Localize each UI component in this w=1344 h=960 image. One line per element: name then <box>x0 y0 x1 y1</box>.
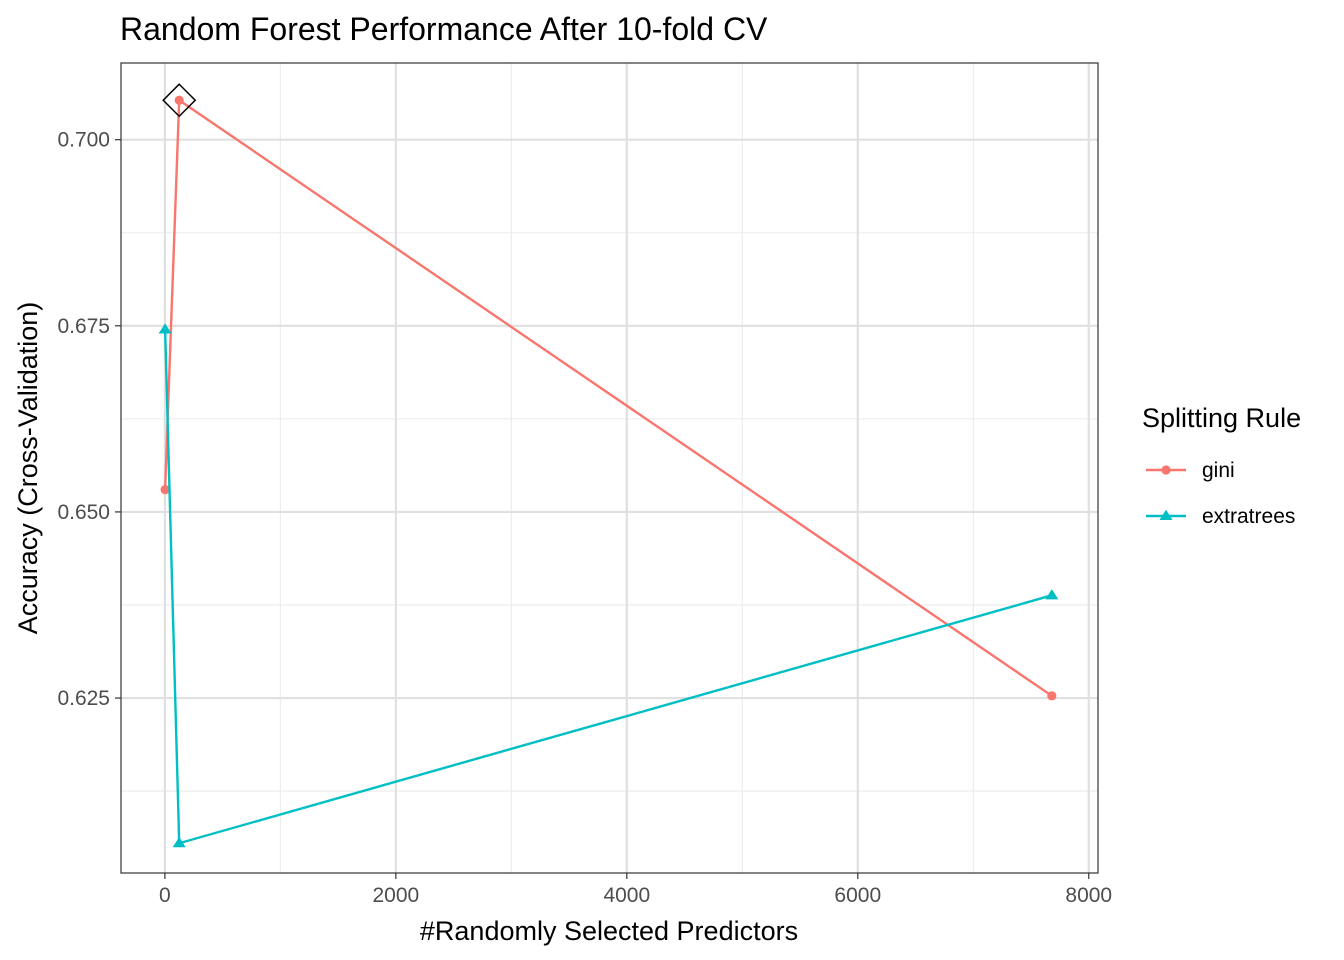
series-line-extratrees <box>163 329 1053 845</box>
best-point-marker <box>162 83 197 118</box>
legend-key-marker-extratrees <box>1159 509 1173 521</box>
y-axis-title: Accuracy (Cross-Validation) <box>13 302 43 635</box>
x-tick-label: 6000 <box>834 884 881 907</box>
legend-label-extratrees: extratrees <box>1202 505 1295 528</box>
legend-key-marker-gini <box>1161 465 1171 475</box>
legend: Splitting Rule gini extratrees <box>1142 403 1301 528</box>
y-tick-label: 0.650 <box>57 501 110 524</box>
y-axis: 0.625 0.650 0.675 0.700 <box>57 129 121 710</box>
x-axis-title: #Randomly Selected Predictors <box>420 916 798 946</box>
data-point-gini <box>160 484 170 495</box>
x-tick-label: 4000 <box>603 884 650 907</box>
x-tick-label: 0 <box>159 884 171 907</box>
data-point-extratrees <box>172 837 186 848</box>
series-layer <box>158 95 1059 848</box>
data-point-extratrees <box>158 323 172 334</box>
best-point-layer <box>162 83 197 118</box>
legend-title: Splitting Rule <box>1142 403 1301 433</box>
data-point-gini <box>174 95 184 105</box>
grid-minor <box>121 63 1098 873</box>
y-tick-label: 0.625 <box>57 687 110 710</box>
series-line-gini <box>163 98 1053 697</box>
y-tick-label: 0.700 <box>57 129 110 152</box>
x-axis: 0 2000 4000 6000 8000 <box>159 873 1112 907</box>
data-point-extratrees <box>1045 589 1059 600</box>
grid-major <box>121 63 1098 873</box>
x-tick-label: 2000 <box>372 884 419 907</box>
data-point-gini <box>1047 691 1057 701</box>
y-tick-label: 0.675 <box>57 315 110 338</box>
x-tick-label: 8000 <box>1065 884 1112 907</box>
plot-panel <box>120 62 1099 874</box>
legend-label-gini: gini <box>1202 459 1235 482</box>
chart-title: Random Forest Performance After 10-fold … <box>120 11 768 47</box>
